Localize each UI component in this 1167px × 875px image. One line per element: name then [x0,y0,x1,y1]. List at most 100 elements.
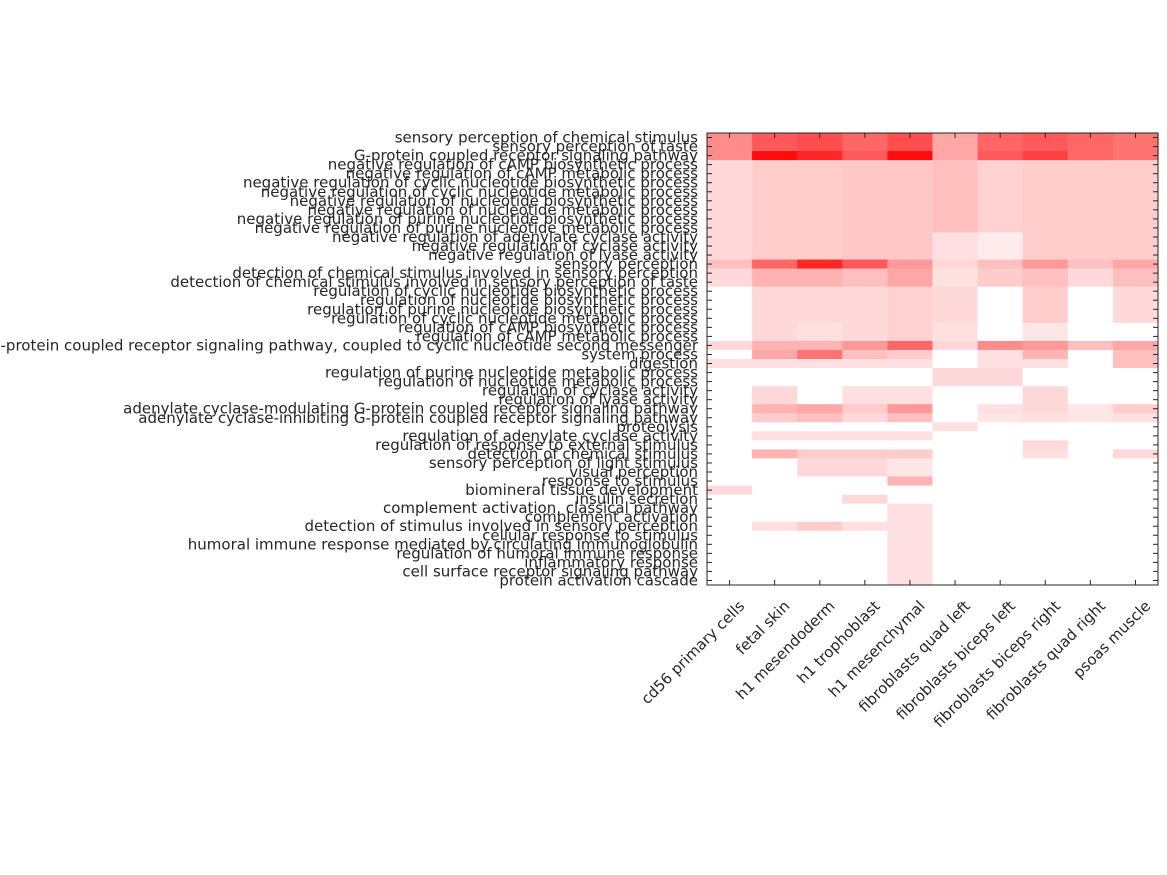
heatmap-cell [752,359,798,369]
heatmap-cell [932,295,979,306]
heatmap-cell [752,214,798,224]
heatmap-cell [797,485,843,496]
heatmap-cell [1112,413,1159,423]
heatmap-cell [887,485,934,496]
heatmap-cell [932,449,979,460]
heatmap-cell [977,313,1024,324]
heatmap-cell [887,295,934,306]
heatmap-cell [752,304,798,315]
heatmap-cell [1112,214,1159,224]
heatmap-cell [707,449,753,460]
heatmap-cell [932,368,979,378]
row-label: digestion [629,355,698,373]
heatmap-cell [1112,422,1159,432]
heatmap-cell [797,431,843,441]
heatmap-cell [1067,404,1114,414]
heatmap-cell [707,395,753,405]
heatmap-cell [1022,485,1069,496]
heatmap-cell [977,295,1024,306]
row-label: cell surface receptor signaling pathway [402,562,698,580]
heatmap-cell [707,467,753,478]
heatmap-cell [977,503,1024,514]
heatmap-cell [977,368,1024,378]
heatmap-cell [752,223,798,234]
heatmap-cell [797,268,843,279]
heatmap-cell [707,196,753,206]
heatmap-cell [797,458,843,469]
heatmap-cell [842,232,888,243]
heatmap-cell [1112,178,1159,188]
row-label: regulation of cyclic nucleotide biosynth… [313,282,698,300]
row-label: negative regulation of cyclic nucleotide… [243,174,698,192]
heatmap-cell [1067,277,1114,288]
heatmap-cell [1022,440,1069,450]
heatmap-cell [1067,431,1114,441]
row-label: regulation of adenylate cyclase activity [402,427,698,445]
row-label: negative regulation of cAMP metabolic pr… [346,165,699,183]
heatmap-cell [797,259,843,270]
heatmap-cell [1067,476,1114,487]
heatmap-cell [797,178,843,188]
heatmap-cell [932,259,979,270]
heatmap-cell [707,340,753,351]
heatmap-cell [842,395,888,405]
row-label: system process [581,345,698,363]
heatmap-cell [752,196,798,206]
heatmap-cell [797,340,843,351]
row-label: humoral immune response mediated by circ… [188,535,698,553]
heatmap-cell [752,268,798,279]
heatmap-cell [752,259,798,270]
heatmap-cell [1067,232,1114,243]
heatmap-cell [797,304,843,315]
row-label: regulation of cyclase activity [482,382,698,400]
heatmap-cell [707,160,753,170]
heatmap-cell [887,169,934,179]
heatmap-cell [707,548,753,559]
row-label: negative regulation of cAMP biosynthetic… [328,156,698,174]
heatmap-cell [1022,404,1069,414]
heatmap-cell [1112,539,1159,550]
heatmap-cell [1022,286,1069,297]
heatmap-cell [1022,205,1069,215]
heatmap-cell [887,286,934,297]
heatmap-cell [1067,359,1114,369]
heatmap-cell [752,557,798,568]
heatmap-cell [797,539,843,550]
heatmap-cell [1112,494,1159,505]
heatmap-cell [752,241,798,252]
heatmap-cell [887,476,934,487]
heatmap-cell [1112,304,1159,315]
heatmap-cell [1112,259,1159,270]
heatmap-cell [752,431,798,441]
heatmap-cell [1022,232,1069,243]
heatmap-cell [887,368,934,378]
heatmap-cell [977,431,1024,441]
heatmap-cell [797,214,843,224]
heatmap-cell [932,286,979,297]
heatmap-cell [887,413,934,423]
heatmap-cell [1067,467,1114,478]
heatmap-cell [887,160,934,170]
heatmap-cell [797,368,843,378]
heatmap-cell [1067,521,1114,532]
heatmap-cell [797,557,843,568]
heatmap-cell [707,422,753,432]
heatmap-cell [842,313,888,324]
heatmap-cell [887,304,934,315]
heatmap-cell [1067,142,1114,152]
heatmap-cell [977,386,1024,396]
heatmap-cell [752,151,798,161]
heatmap-cell [977,259,1024,270]
heatmap-cell [1022,467,1069,478]
heatmap-cell [1022,476,1069,487]
heatmap-cell [1112,169,1159,179]
row-label: adenylate cyclase-modulating G-protein c… [123,400,698,418]
heatmap-cell [1022,349,1069,360]
heatmap-cell [1112,205,1159,215]
heatmap-cell [752,467,798,478]
heatmap-cell [707,223,753,234]
heatmap-cell [932,160,979,170]
heatmap-cell [1022,395,1069,405]
heatmap-cell [887,205,934,215]
